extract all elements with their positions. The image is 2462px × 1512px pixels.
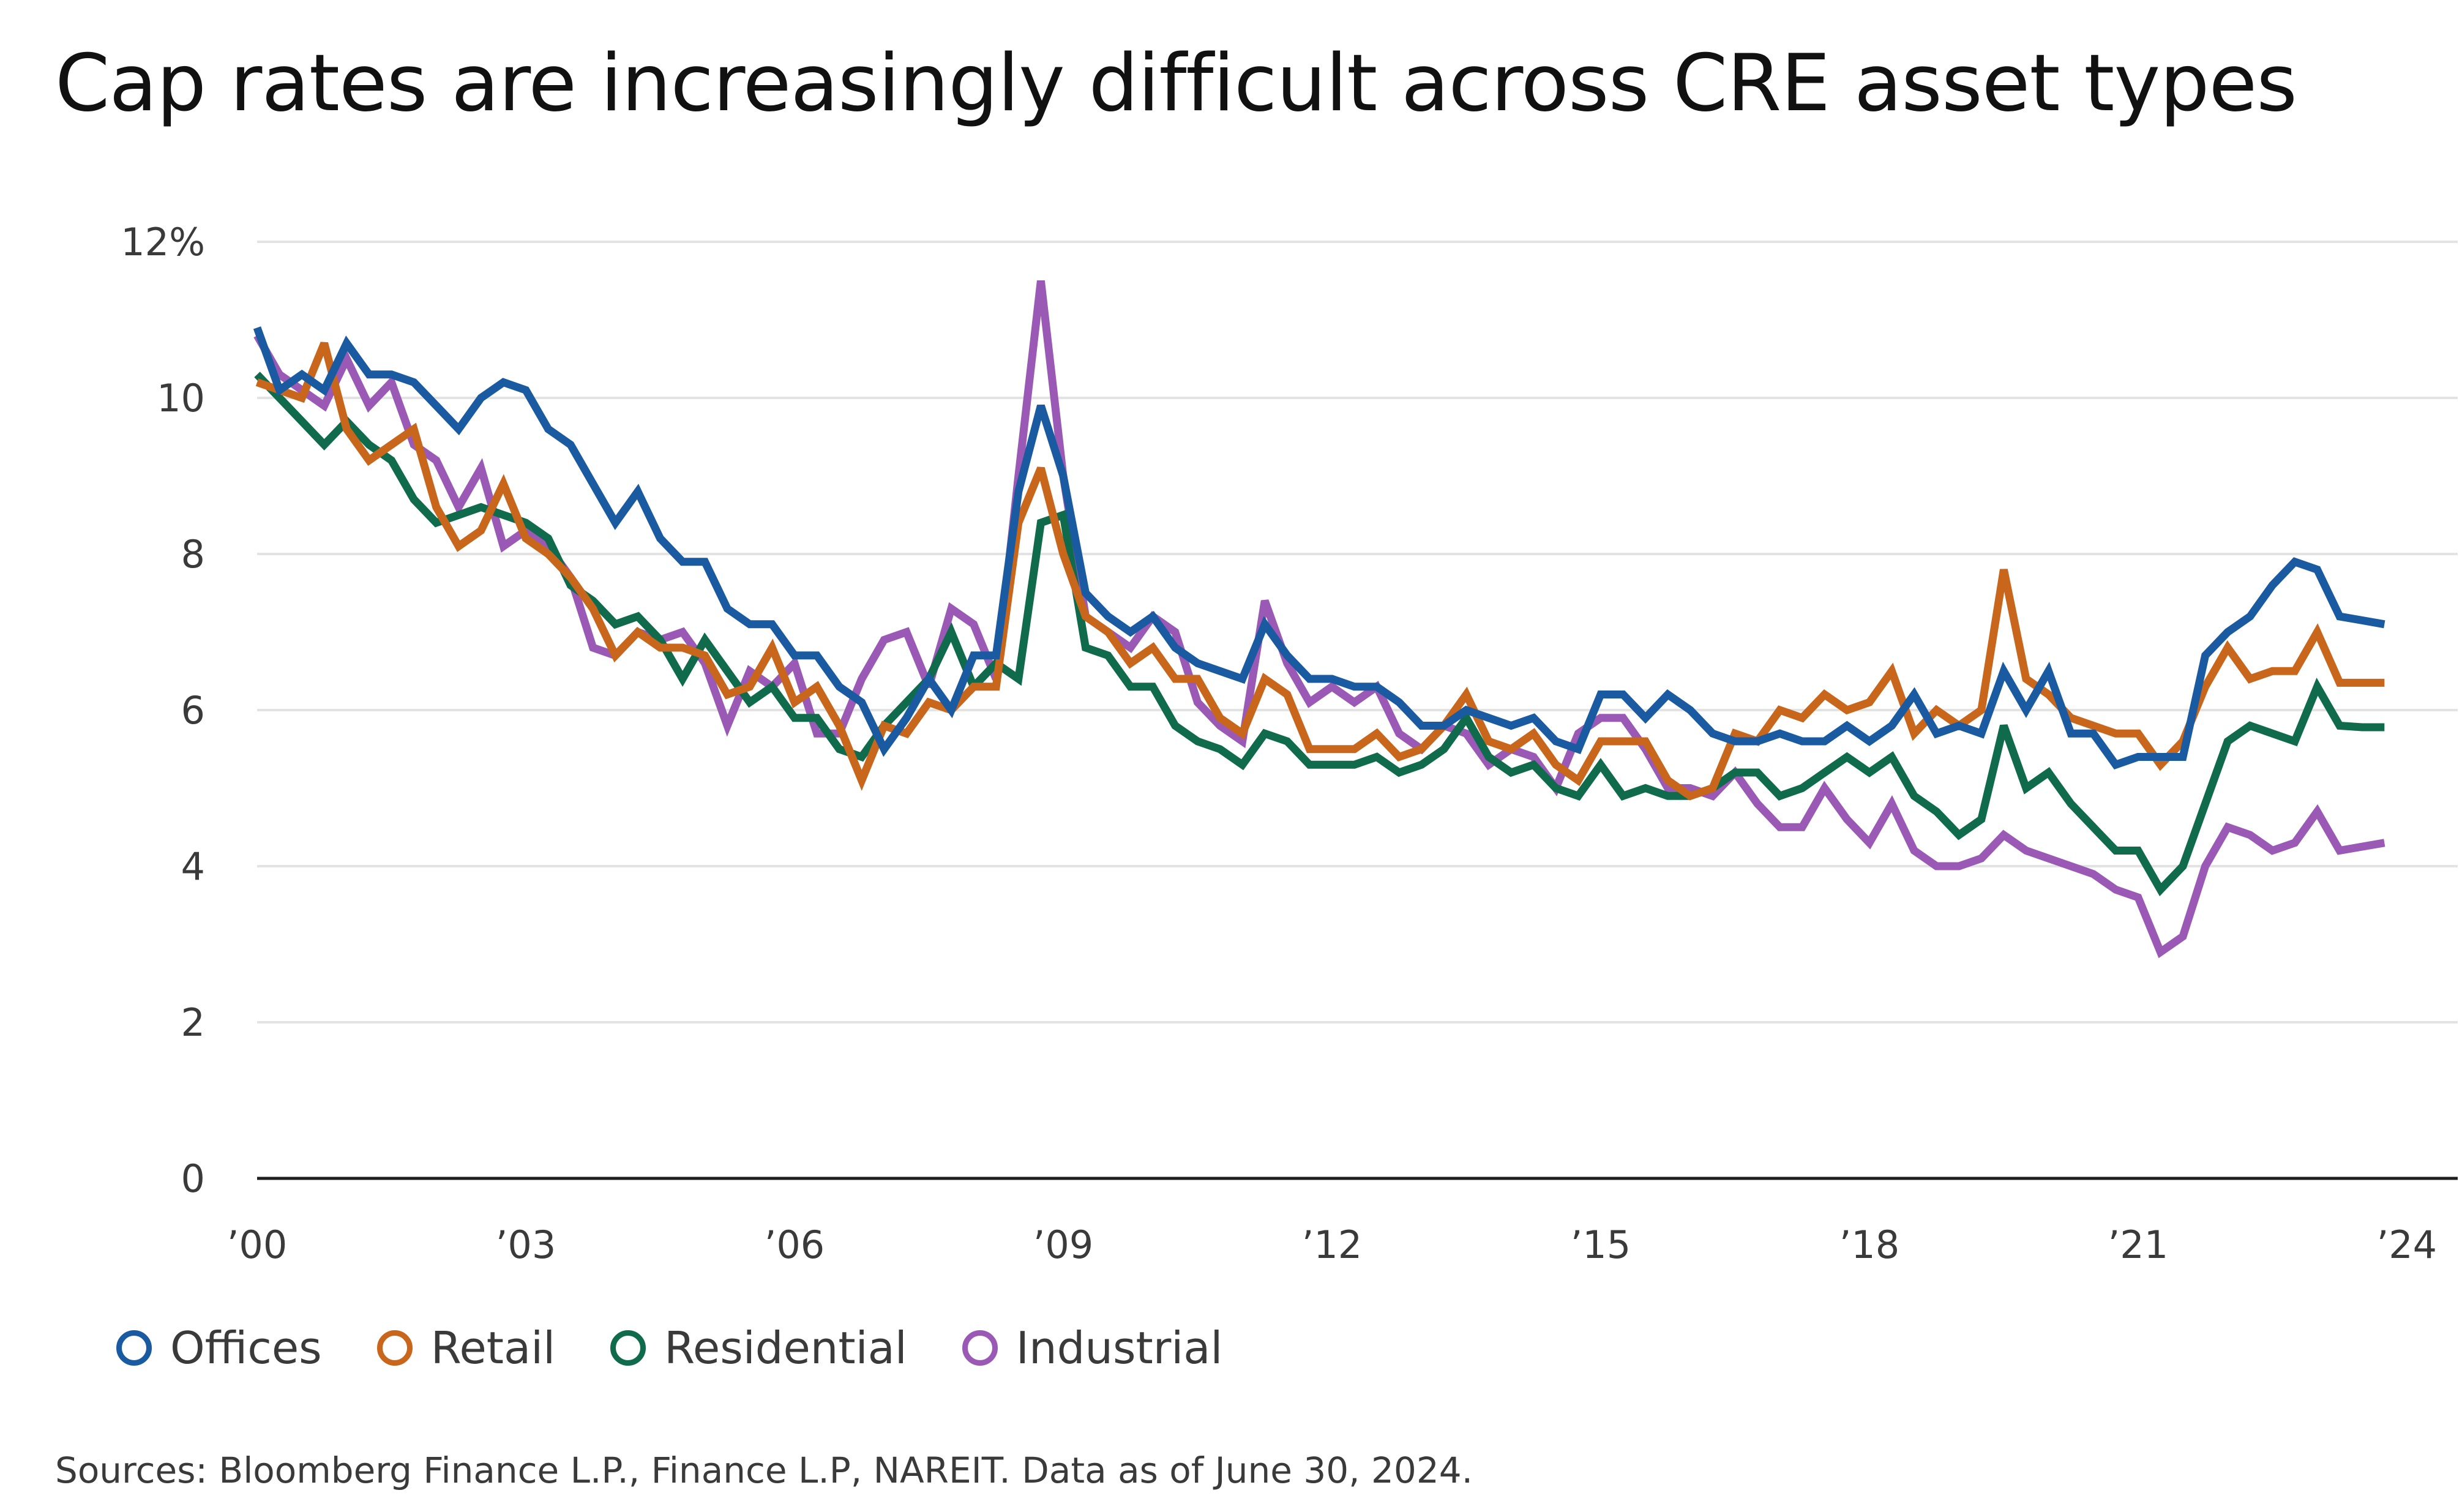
- legend-item-industrial: Industrial: [962, 1322, 1223, 1374]
- legend-marker-residential: [610, 1330, 646, 1366]
- source-note: Sources: Bloomberg Finance L.P., Finance…: [55, 1450, 1473, 1491]
- gridlines: [257, 241, 2458, 1024]
- series-line-residential: [254, 372, 2385, 897]
- x-tick-label: ’18: [1839, 1222, 1900, 1267]
- legend-item-offices: Offices: [116, 1322, 322, 1374]
- chart-title: Cap rates are increasingly difficult acr…: [55, 38, 2297, 129]
- legend-item-residential: Residential: [610, 1322, 907, 1374]
- legend: Offices Retail Residential Industrial: [116, 1322, 1278, 1374]
- y-tick-label: 0: [181, 1156, 205, 1201]
- x-axis-ticks: ’00 ’03 ’06 ’09 ’12 ’15 ’18 ’21 ’24: [227, 1222, 2437, 1267]
- legend-label: Retail: [430, 1322, 556, 1374]
- x-tick-label: ’15: [1571, 1222, 1631, 1267]
- x-tick-label: ’24: [2377, 1222, 2438, 1267]
- x-tick-label: ’09: [1033, 1222, 1094, 1267]
- legend-marker-industrial: [962, 1330, 998, 1366]
- legend-marker-offices: [116, 1330, 152, 1366]
- x-tick-label: ’03: [496, 1222, 556, 1267]
- x-tick-label: ’12: [1302, 1222, 1363, 1267]
- y-axis-ticks: 0 2 4 6 8 10 12%: [121, 220, 205, 1201]
- legend-label: Residential: [664, 1322, 907, 1374]
- series-lines: [253, 280, 2385, 959]
- x-tick-label: ’00: [227, 1222, 288, 1267]
- series-line-retail: [255, 342, 2385, 801]
- y-tick-label: 2: [181, 1000, 205, 1045]
- y-tick-label: 4: [181, 844, 205, 889]
- x-tick-label: ’21: [2108, 1222, 2169, 1267]
- legend-item-retail: Retail: [376, 1322, 556, 1374]
- y-tick-label: 6: [181, 688, 205, 733]
- y-tick-label: 8: [181, 532, 205, 577]
- y-tick-label: 10: [157, 376, 205, 421]
- legend-label: Offices: [170, 1322, 322, 1374]
- legend-marker-retail: [376, 1330, 413, 1366]
- series-line-offices: [253, 326, 2385, 770]
- y-tick-label: 12%: [121, 220, 205, 264]
- series-line-industrial: [253, 280, 2385, 959]
- x-tick-label: ’06: [765, 1222, 825, 1267]
- legend-label: Industrial: [1016, 1322, 1223, 1374]
